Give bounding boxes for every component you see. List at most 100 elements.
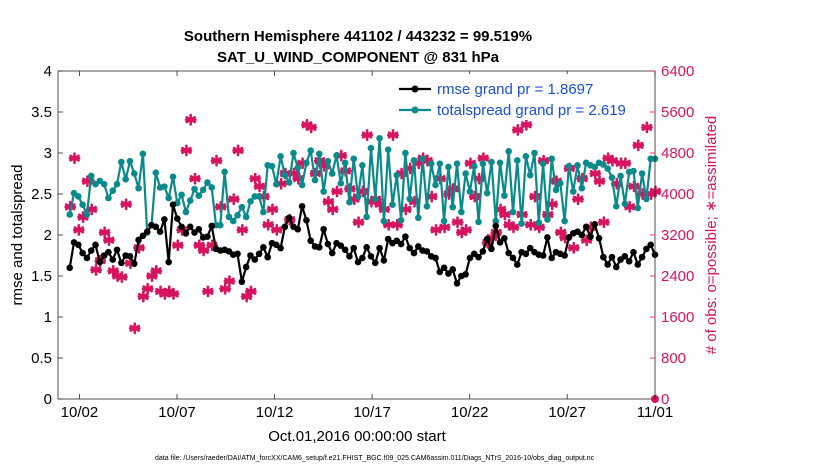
rmse-point	[251, 256, 259, 263]
rmse-point	[604, 261, 611, 268]
totalspread-point	[75, 193, 82, 200]
obs-assimilated-point	[180, 144, 193, 157]
totalspread-point	[557, 180, 564, 187]
rmse-point	[384, 235, 392, 243]
x-tick-label: 10/12	[256, 404, 294, 421]
totalspread-point	[612, 203, 620, 210]
totalspread-point	[83, 211, 91, 218]
rmse-point	[238, 278, 246, 286]
totalspread-point	[608, 174, 616, 181]
y-right-tick-label: 4800	[661, 145, 694, 162]
x-tick-label: 10/02	[61, 404, 99, 421]
totalspread-point	[617, 172, 624, 180]
rmse-point	[513, 261, 521, 268]
rmse-point	[595, 234, 603, 242]
rmse-point	[285, 214, 293, 222]
rmse-point	[453, 280, 461, 287]
obs-assimilated-point	[628, 180, 640, 193]
y-left-tick-label: 0.5	[31, 350, 52, 367]
y-axis-right-ticks: 0 800 1600 2400 3200 4000 4800 5600 6400	[650, 63, 694, 408]
rmse-point	[130, 260, 138, 268]
totalspread-point	[397, 216, 405, 224]
totalspread-point	[242, 213, 250, 221]
totalspread-point	[371, 195, 379, 203]
rmse-point	[234, 250, 241, 258]
totalspread-point	[320, 188, 327, 195]
totalspread-point	[389, 201, 396, 208]
rmse-point	[647, 241, 654, 249]
totalspread-point	[393, 171, 401, 179]
obs-assimilated-point	[85, 203, 98, 216]
rmse-point	[371, 259, 379, 267]
rmse-point	[208, 222, 216, 230]
totalspread-point	[298, 181, 306, 189]
obs-assimilated-point	[331, 185, 343, 198]
obs-assimilated-point	[619, 157, 632, 170]
rmse-point	[600, 253, 607, 261]
totalspread-point	[380, 217, 388, 225]
legend-spread-label: totalspread grand pr = 2.619	[437, 102, 626, 119]
obs-assimilated-point	[430, 223, 442, 236]
rmse-point	[539, 252, 547, 259]
rmse-point	[182, 230, 190, 237]
totalspread-point	[574, 162, 581, 169]
totalspread-point	[578, 184, 586, 192]
rmse-point	[169, 201, 177, 208]
rmse-point	[139, 232, 147, 240]
totalspread-point	[419, 155, 426, 163]
totalspread-point	[113, 180, 121, 188]
obs-assimilated-point	[507, 221, 520, 234]
rmse-point	[195, 225, 203, 233]
obs-assimilated-point	[352, 216, 365, 229]
x-tick-label: 11/01	[637, 404, 673, 421]
legend-rmse-marker	[411, 85, 419, 93]
rmse-point	[638, 253, 646, 261]
totalspread-point	[470, 162, 478, 170]
totalspread-point	[350, 155, 358, 163]
rmse-point	[294, 225, 302, 233]
totalspread-point	[561, 217, 568, 225]
rmse-point	[337, 242, 345, 249]
totalspread-point	[277, 152, 284, 160]
legend: rmse grand pr = 1.8697 totalspread grand…	[395, 74, 649, 120]
rmse-point	[113, 246, 121, 254]
totalspread-point	[376, 134, 383, 142]
obs-assimilated-point	[253, 180, 266, 193]
totalspread-point	[479, 160, 487, 167]
totalspread-point	[260, 208, 267, 216]
totalspread-point	[600, 161, 607, 168]
rmse-point	[96, 258, 104, 266]
rmse-point	[87, 247, 95, 254]
totalspread-point	[316, 150, 323, 158]
rmse-point	[303, 216, 310, 224]
totalspread-point	[178, 191, 185, 199]
totalspread-point	[105, 194, 112, 202]
rmse-point	[75, 241, 82, 249]
rmse-point	[479, 248, 487, 255]
obs-assimilated-point	[249, 172, 262, 185]
totalspread-point	[466, 188, 474, 195]
y-left-tick-label: 3.5	[31, 104, 52, 121]
rmse-point	[367, 253, 375, 260]
obs-assimilated-point	[266, 203, 279, 216]
totalspread-point	[139, 150, 147, 158]
totalspread-point	[492, 217, 500, 225]
rmse-point	[565, 234, 573, 241]
totalspread-point	[281, 171, 289, 179]
totalspread-point	[402, 149, 409, 157]
y-axis-left-ticks: 0 0.5 1 1.5 2 2.5 3 3.5 4	[31, 63, 63, 408]
rmse-point	[161, 216, 168, 223]
rmse-point	[466, 254, 474, 262]
rmse-point	[634, 261, 642, 268]
totalspread-point	[109, 187, 117, 195]
y-left-tick-label: 2.5	[31, 186, 52, 203]
totalspread-point	[483, 189, 491, 197]
obs-assimilated-point	[223, 275, 236, 288]
obs-assimilated-point	[236, 223, 249, 236]
series-layer	[64, 113, 662, 403]
rmse-point	[341, 246, 349, 254]
totalspread-point	[522, 152, 530, 160]
obs-assimilated-point	[232, 144, 244, 157]
totalspread-point	[186, 197, 194, 204]
